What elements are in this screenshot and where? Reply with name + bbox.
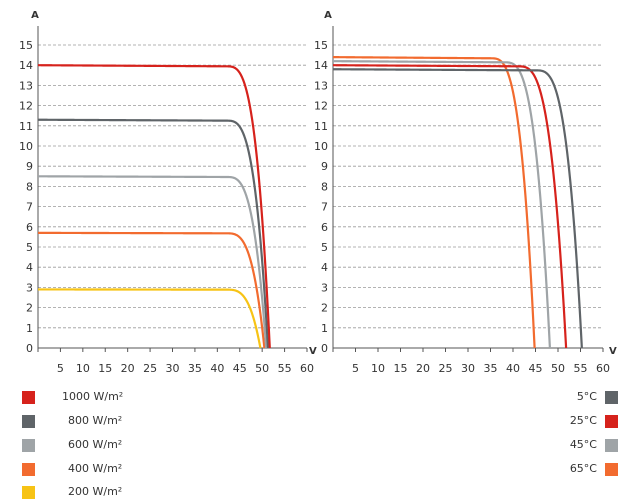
y-tick-label: 0 xyxy=(26,342,33,355)
legend-temperature-2-label: 45°C xyxy=(569,438,597,451)
x-tick-label: 20 xyxy=(121,362,135,375)
y-tick-label: 14 xyxy=(19,59,33,72)
x-tick-label: 5 xyxy=(57,362,64,375)
y-tick-label: 4 xyxy=(26,261,33,274)
y-axis-unit: A xyxy=(31,10,39,21)
x-tick-label: 50 xyxy=(551,362,565,375)
legend-irradiance-3-swatch xyxy=(22,463,35,476)
y-tick-label: 9 xyxy=(26,160,33,173)
x-tick-label: 45 xyxy=(233,362,247,375)
y-axis-unit: A xyxy=(324,10,332,21)
legend-irradiance-4-swatch xyxy=(22,486,35,499)
y-tick-label: 1 xyxy=(321,322,328,335)
legend-temperature-3-label: 65°C xyxy=(569,462,597,475)
legend-irradiance-0-swatch xyxy=(22,391,35,404)
series-line-400-w-m- xyxy=(38,231,266,349)
x-tick-label: 60 xyxy=(300,362,314,375)
series-line-5-c xyxy=(332,68,583,349)
y-tick-label: 10 xyxy=(19,140,33,153)
x-tick-label: 35 xyxy=(188,362,202,375)
y-tick-label: 2 xyxy=(321,302,328,315)
x-tick-label: 25 xyxy=(143,362,157,375)
x-tick-label: 5 xyxy=(352,362,359,375)
y-tick-label: 13 xyxy=(19,79,33,92)
series-line-45-c xyxy=(332,60,551,349)
y-tick-label: 8 xyxy=(26,180,33,193)
x-tick-label: 10 xyxy=(76,362,90,375)
y-tick-label: 8 xyxy=(321,180,328,193)
y-tick-label: 13 xyxy=(314,79,328,92)
y-tick-label: 6 xyxy=(26,221,33,234)
legend-irradiance-3-label: 400 W/m² xyxy=(68,462,123,475)
x-tick-label: 40 xyxy=(506,362,520,375)
y-tick-label: 5 xyxy=(26,241,33,254)
x-tick-label: 50 xyxy=(255,362,269,375)
legend-temperature-2-swatch xyxy=(605,439,618,452)
y-tick-label: 4 xyxy=(321,261,328,274)
legend-irradiance-2-label: 600 W/m² xyxy=(68,438,123,451)
x-tick-label: 35 xyxy=(484,362,498,375)
x-tick-label: 30 xyxy=(166,362,180,375)
y-tick-label: 1 xyxy=(26,322,33,335)
x-tick-label: 55 xyxy=(278,362,292,375)
y-tick-label: 7 xyxy=(26,201,33,214)
y-tick-label: 5 xyxy=(321,241,328,254)
series-line-800-w-m- xyxy=(37,118,270,349)
y-tick-label: 7 xyxy=(321,201,328,214)
x-tick-label: 60 xyxy=(596,362,610,375)
legend-irradiance-0-label: 1000 W/m² xyxy=(62,390,124,403)
x-tick-label: 45 xyxy=(529,362,543,375)
x-tick-label: 20 xyxy=(416,362,430,375)
legend-irradiance-2-swatch xyxy=(22,439,35,452)
y-tick-label: 15 xyxy=(19,39,33,52)
y-tick-label: 2 xyxy=(26,302,33,315)
series-line-25-c xyxy=(332,64,568,349)
legend-irradiance-1-swatch xyxy=(22,415,35,428)
y-tick-label: 9 xyxy=(321,160,328,173)
series-line-600-w-m- xyxy=(38,175,268,349)
y-tick-label: 12 xyxy=(314,100,328,113)
y-tick-label: 14 xyxy=(314,59,328,72)
y-tick-label: 6 xyxy=(321,221,328,234)
x-tick-label: 15 xyxy=(98,362,112,375)
x-tick-label: 40 xyxy=(210,362,224,375)
legend-temperature-3-swatch xyxy=(605,463,618,476)
y-tick-label: 11 xyxy=(19,120,33,133)
x-tick-label: 25 xyxy=(439,362,453,375)
y-tick-label: 15 xyxy=(314,39,328,52)
x-tick-label: 15 xyxy=(394,362,408,375)
legend-temperature-1-label: 25°C xyxy=(569,414,597,427)
x-axis-unit: V xyxy=(309,346,317,357)
x-tick-label: 30 xyxy=(461,362,475,375)
legend-irradiance-1-label: 800 W/m² xyxy=(68,414,123,427)
legend-temperature-0-swatch xyxy=(605,391,618,404)
y-tick-label: 0 xyxy=(321,342,328,355)
y-tick-label: 3 xyxy=(26,281,33,294)
legend-irradiance-4-label: 200 W/m² xyxy=(68,485,123,498)
series-line-200-w-m- xyxy=(38,288,262,349)
legend-temperature-1-swatch xyxy=(605,415,618,428)
x-tick-label: 55 xyxy=(574,362,588,375)
legend-temperature-0-label: 5°C xyxy=(576,390,597,403)
y-tick-label: 3 xyxy=(321,281,328,294)
y-tick-label: 11 xyxy=(314,120,328,133)
series-line-65-c xyxy=(332,56,536,349)
x-axis-unit: V xyxy=(609,346,617,357)
y-tick-label: 10 xyxy=(314,140,328,153)
series-line-1000-w-m- xyxy=(37,64,271,349)
y-tick-label: 12 xyxy=(19,100,33,113)
x-tick-label: 10 xyxy=(371,362,385,375)
